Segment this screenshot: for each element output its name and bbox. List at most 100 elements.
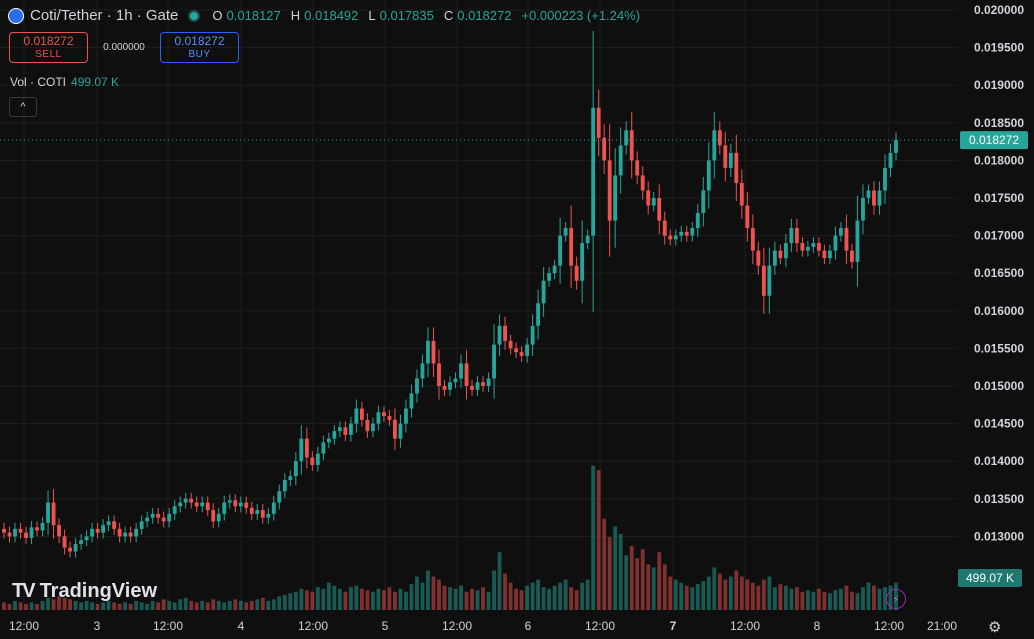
tradingview-logo[interactable]: TV TradingView: [12, 580, 157, 603]
candle: [883, 167, 887, 191]
volume-bar: [431, 576, 436, 610]
volume-legend[interactable]: Vol · COTI 499.07 K: [10, 75, 119, 89]
volume-bar: [46, 597, 50, 610]
volume-bar: [260, 597, 265, 610]
volume-bar: [574, 590, 579, 610]
candle: [13, 528, 17, 537]
candle: [29, 527, 34, 538]
volume-bar: [409, 584, 414, 610]
volume-bar: [437, 579, 441, 610]
volume-bar: [337, 588, 342, 610]
volume-bar: [767, 576, 772, 610]
candle: [370, 423, 375, 432]
candle: [690, 228, 695, 236]
volume-bar: [602, 518, 607, 610]
candle: [756, 250, 761, 266]
candles: [2, 31, 898, 558]
volume-bar: [150, 600, 155, 610]
candle: [701, 190, 706, 214]
volume-bar: [778, 584, 783, 610]
candle: [95, 528, 100, 533]
chart-header: Coti/Tether · 1h · Gate O 0.018127 H 0.018…: [8, 7, 646, 24]
volume-bar: [640, 549, 645, 610]
volume-bar: [13, 600, 17, 610]
volume-bar: [673, 579, 678, 610]
sell-button[interactable]: 0.018272 SELL: [9, 32, 88, 63]
market-status-icon[interactable]: [188, 9, 201, 22]
close-label: C: [443, 8, 454, 23]
volume-bar: [662, 564, 667, 610]
collapse-legend-button[interactable]: ^: [9, 97, 37, 117]
candle: [745, 205, 750, 229]
time-tick-label: 12:00: [9, 619, 39, 633]
candle: [580, 243, 585, 281]
volume-bar: [426, 570, 430, 610]
volume-bar: [249, 600, 254, 610]
candle: [850, 250, 854, 262]
candle: [260, 510, 265, 518]
open-label: O: [212, 8, 223, 23]
candle: [68, 547, 73, 552]
price-tick-label: 0.017000: [974, 229, 1024, 243]
volume-bar: [145, 603, 150, 610]
volume-bar: [172, 602, 177, 610]
volume-bar: [618, 534, 623, 610]
candle: [172, 506, 177, 514]
candle: [420, 363, 425, 379]
volume-bar: [717, 573, 722, 610]
candle: [101, 525, 106, 533]
candle: [222, 502, 227, 514]
candle: [282, 480, 287, 492]
volume-bar: [310, 591, 315, 610]
candle: [833, 235, 838, 251]
candle: [106, 521, 111, 526]
time-tick-label: 12:00: [442, 619, 472, 633]
low-label: L: [368, 8, 376, 23]
volume-bar: [90, 602, 95, 610]
volume-bar: [761, 579, 766, 610]
volume-bar: [216, 600, 221, 610]
volume-bar: [57, 596, 61, 610]
candle: [2, 528, 6, 533]
volume-bar: [2, 602, 6, 610]
candle: [679, 231, 684, 236]
symbol-title[interactable]: Coti/Tether · 1h · Gate: [30, 7, 179, 24]
volume-bar: [651, 567, 656, 610]
candle: [277, 491, 282, 503]
volume-bar: [106, 600, 111, 610]
volume-bar: [591, 465, 596, 610]
volume-bar: [805, 590, 810, 610]
volume-bar: [712, 567, 717, 610]
open-value: 0.018127: [226, 8, 281, 23]
volume-bar: [271, 599, 276, 610]
volume-bar: [442, 585, 447, 610]
volume-bar: [51, 599, 56, 610]
candle: [750, 228, 755, 251]
close-value: 0.018272: [457, 8, 512, 23]
volume-bar: [883, 587, 887, 610]
candle: [541, 280, 546, 304]
candle: [337, 427, 342, 432]
gear-icon[interactable]: ⚙: [988, 619, 1002, 636]
candle: [894, 140, 898, 153]
volume-bar: [536, 579, 541, 610]
candle: [712, 130, 717, 161]
volume-bar: [40, 600, 45, 610]
candle: [519, 352, 524, 356]
candle: [117, 528, 122, 537]
volume-bar: [728, 576, 733, 610]
volume-bar: [29, 602, 34, 610]
volume-bar: [503, 573, 507, 610]
candle: [51, 502, 56, 526]
lightning-icon[interactable]: ⚡: [886, 589, 906, 609]
buy-price: 0.018272: [174, 33, 225, 48]
candle: [24, 532, 28, 538]
volume-bar: [167, 600, 172, 610]
volume-bar: [101, 602, 106, 610]
volume-bar: [222, 602, 227, 610]
candle: [299, 438, 304, 462]
buy-button[interactable]: 0.018272 BUY: [160, 32, 239, 63]
price-tick-label: 0.013000: [974, 529, 1024, 543]
volume-bar: [547, 588, 552, 610]
